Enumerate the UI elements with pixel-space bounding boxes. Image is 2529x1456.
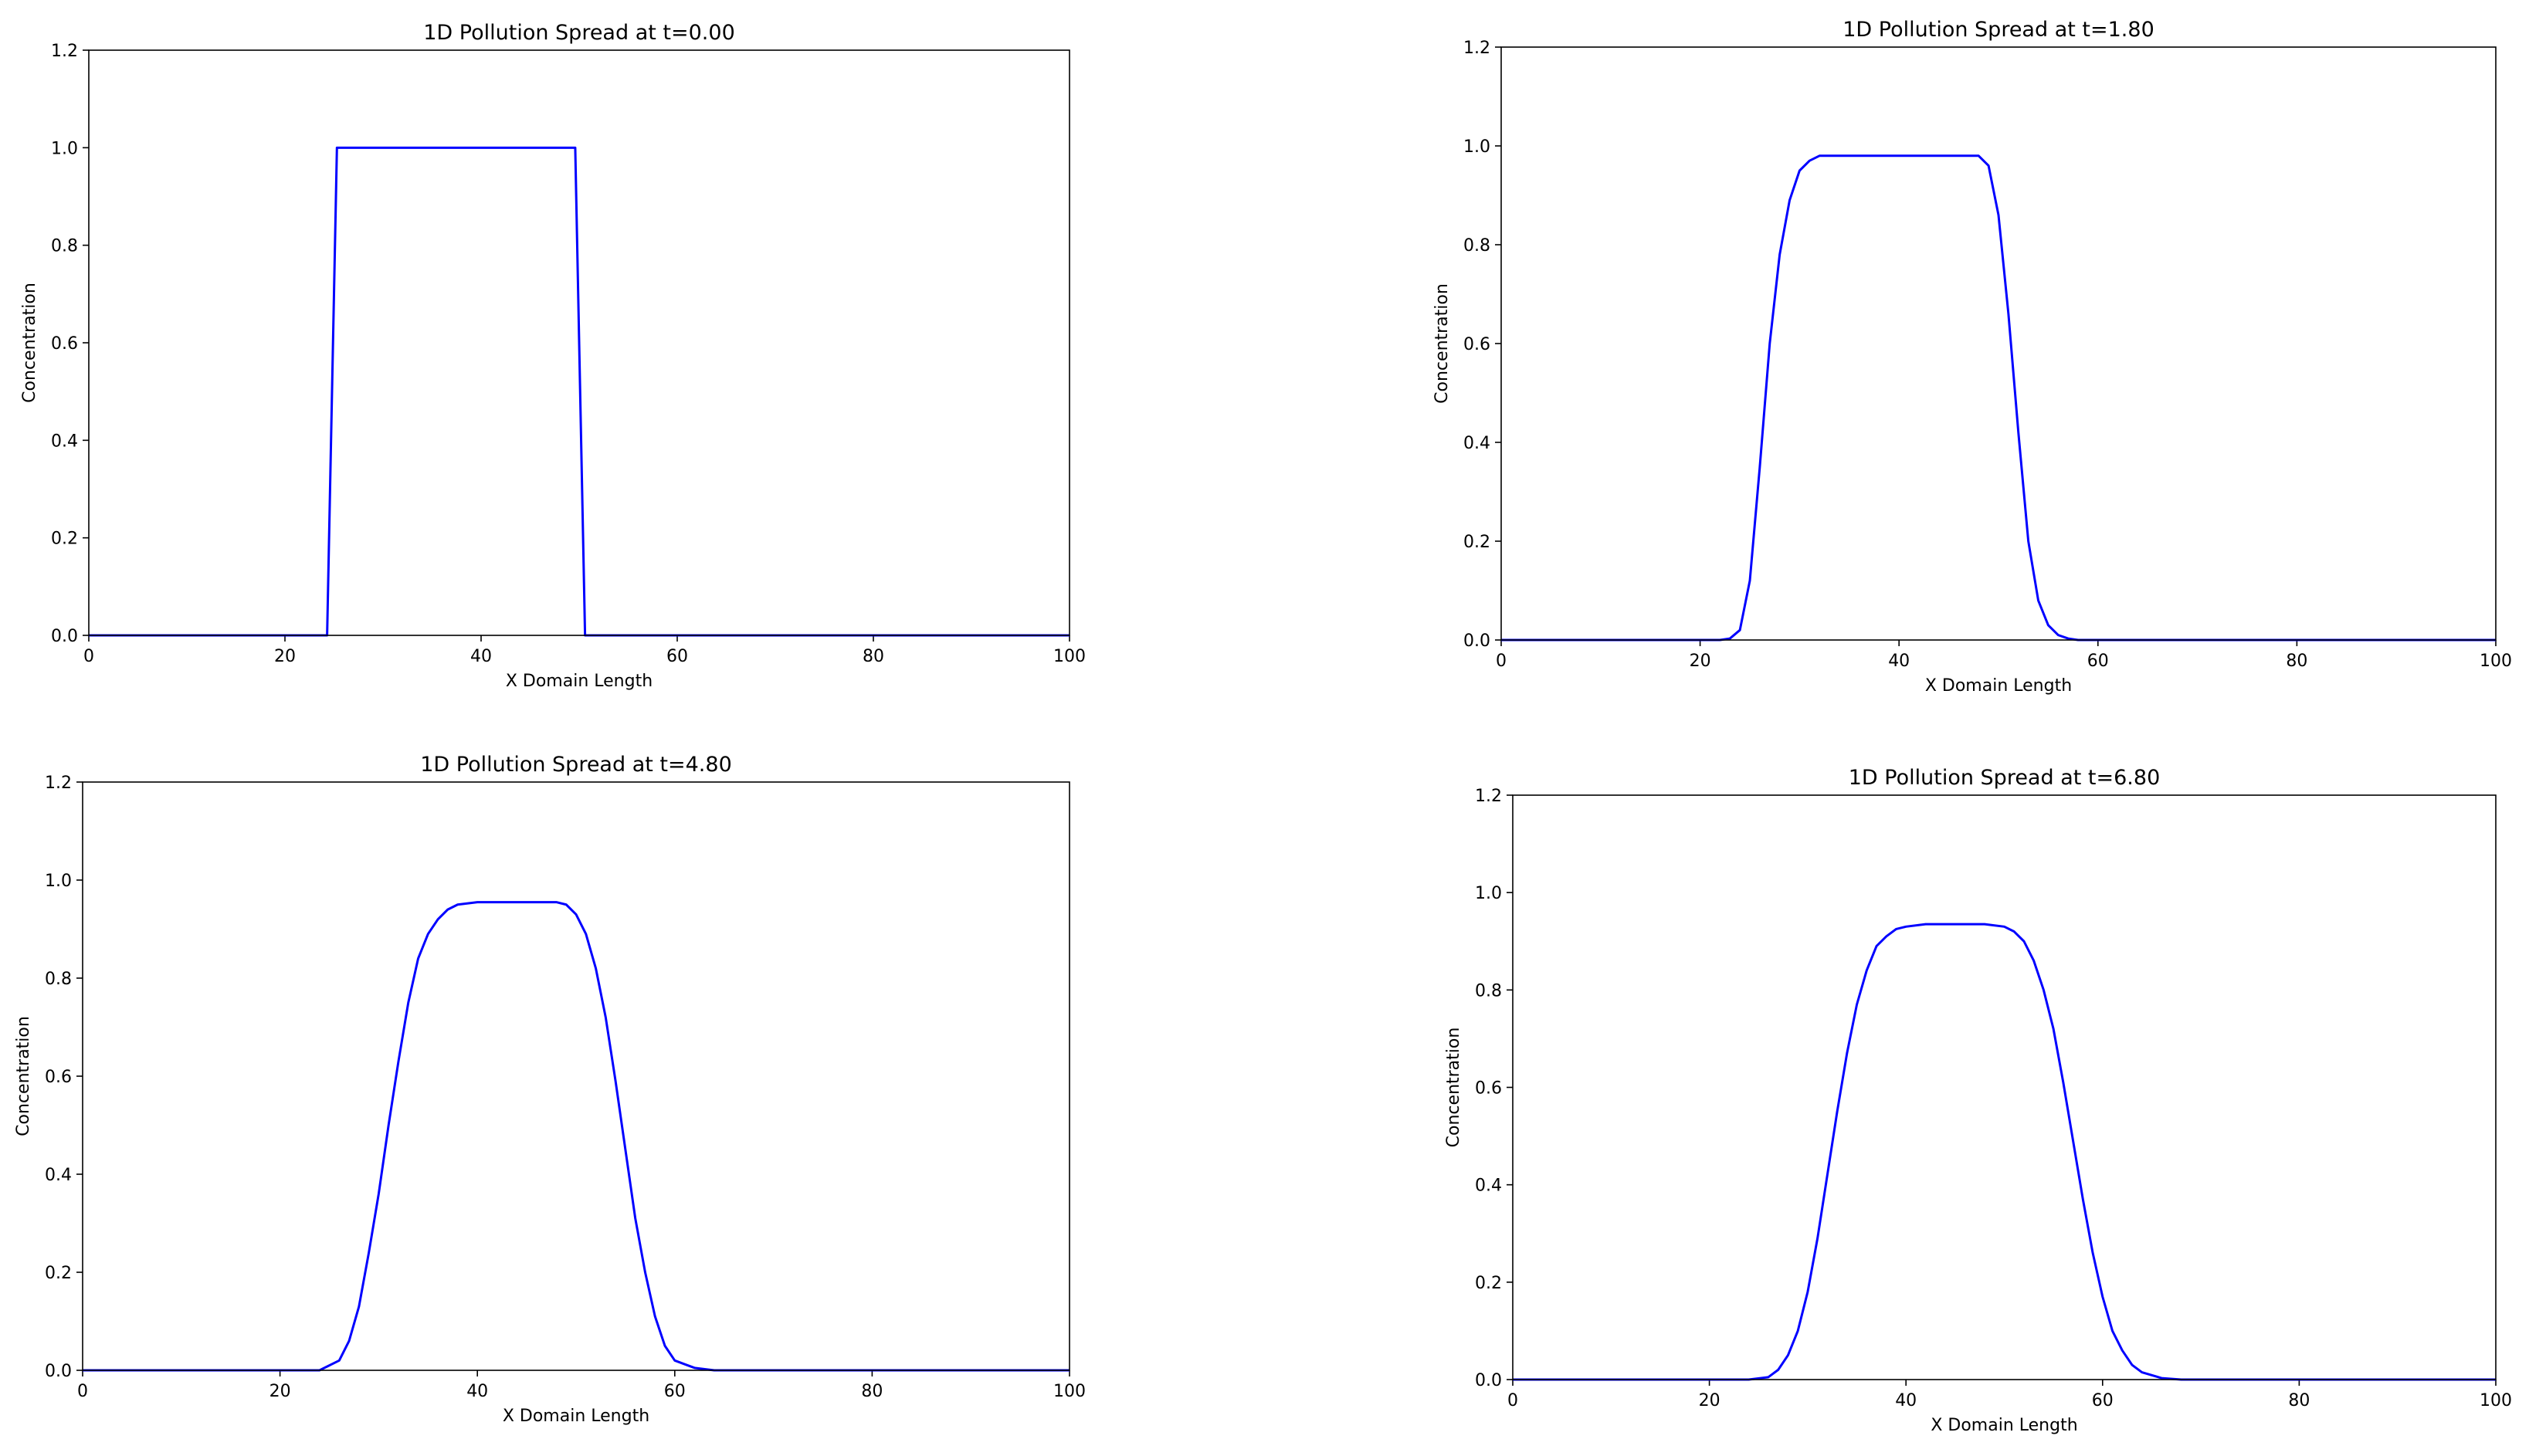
plot-frame — [82, 781, 1070, 1371]
x-tick-label: 80 — [861, 1382, 883, 1401]
y-tick-label: 0.6 — [1475, 1079, 1502, 1099]
x-tick-label: 20 — [270, 1382, 291, 1401]
x-axis-label: X Domain Length — [506, 672, 653, 691]
x-tick-label: 60 — [666, 647, 688, 666]
subplot: 1D Pollution Spread at t=1.80 0 20 40 60 80 10… — [1432, 18, 2512, 696]
x-tick-label: 100 — [2480, 652, 2512, 671]
x-tick-label: 20 — [1699, 1391, 1720, 1410]
x-axis-label: X Domain Length — [1931, 1416, 2077, 1435]
y-tick-label: 0.4 — [1475, 1177, 1502, 1196]
x-axis-label: X Domain Length — [1925, 676, 2072, 696]
y-tick-label: 0.0 — [1475, 1371, 1502, 1390]
y-tick-label: 1.0 — [1463, 137, 1490, 157]
y-tick-label: 0.2 — [1463, 533, 1490, 552]
y-tick-label: 0.4 — [51, 432, 78, 451]
x-tick-label: 0 — [83, 647, 94, 666]
y-axis-label: Concentration — [1444, 1028, 1463, 1148]
x-tick-label: 100 — [1053, 1382, 1086, 1401]
x-tick-label: 80 — [2286, 652, 2307, 671]
subplot: 1D Pollution Spread at t=6.80 0 20 40 60 80 10… — [1444, 766, 2512, 1435]
plot-frame — [88, 49, 1070, 636]
x-tick-label: 80 — [2288, 1391, 2310, 1410]
y-tick-label: 0.6 — [1463, 335, 1490, 354]
x-tick-label: 40 — [1888, 652, 1910, 671]
x-tick-label: 100 — [1053, 647, 1086, 666]
x-tick-label: 60 — [664, 1382, 686, 1401]
y-tick-label: 0.8 — [1475, 981, 1502, 1001]
x-tick-label: 40 — [466, 1382, 488, 1401]
y-tick-label: 0.0 — [45, 1362, 72, 1381]
x-axis-label: X Domain Length — [503, 1407, 649, 1426]
x-tick-label: 40 — [470, 647, 492, 666]
y-tick-label: 0.6 — [51, 334, 78, 354]
y-axis-label: Concentration — [14, 1016, 33, 1136]
y-tick-label: 0.2 — [1475, 1274, 1502, 1293]
y-axis-label: Concentration — [20, 283, 39, 403]
x-tick-label: 20 — [274, 647, 296, 666]
chart-title: 1D Pollution Spread at t=4.80 — [420, 753, 732, 777]
data-line — [1501, 154, 2496, 642]
y-tick-label: 0.0 — [51, 627, 78, 646]
x-tick-label: 80 — [863, 647, 884, 666]
x-tick-label: 60 — [2092, 1391, 2114, 1410]
y-tick-label: 1.2 — [1463, 39, 1490, 58]
subplot: 1D Pollution Spread at t=4.80 0 20 40 60 80 10… — [14, 753, 1086, 1426]
chart-title: 1D Pollution Spread at t=6.80 — [1849, 766, 2161, 790]
y-tick-label: 0.8 — [1463, 236, 1490, 256]
data-line — [89, 146, 1070, 637]
y-axis-label: Concentration — [1432, 283, 1452, 404]
chart-title: 1D Pollution Spread at t=0.00 — [423, 21, 735, 45]
x-tick-label: 0 — [1496, 652, 1507, 671]
y-tick-label: 0.8 — [51, 237, 78, 256]
y-tick-label: 0.0 — [1463, 631, 1490, 651]
y-tick-label: 1.0 — [45, 872, 72, 891]
y-tick-label: 1.0 — [51, 139, 78, 158]
y-tick-label: 1.2 — [45, 774, 72, 793]
y-tick-label: 0.2 — [51, 530, 78, 549]
data-line — [1513, 923, 2496, 1381]
x-tick-label: 0 — [77, 1382, 88, 1401]
x-tick-label: 0 — [1507, 1391, 1518, 1410]
y-tick-label: 0.2 — [45, 1264, 72, 1283]
subplot: 1D Pollution Spread at t=0.00 0 20 40 60 80 10… — [20, 21, 1086, 691]
y-tick-label: 1.0 — [1475, 884, 1502, 903]
y-tick-label: 1.2 — [51, 42, 78, 61]
y-tick-label: 0.4 — [1463, 434, 1490, 453]
x-tick-label: 40 — [1895, 1391, 1917, 1410]
x-tick-label: 100 — [2480, 1391, 2512, 1410]
plot-frame — [1512, 794, 2497, 1380]
x-tick-label: 60 — [2087, 652, 2109, 671]
chart-title: 1D Pollution Spread at t=1.80 — [1843, 18, 2154, 42]
plot-frame — [1500, 46, 2497, 641]
y-tick-label: 0.8 — [45, 970, 72, 989]
y-tick-label: 0.6 — [45, 1068, 72, 1087]
data-line — [83, 901, 1070, 1372]
y-tick-label: 1.2 — [1475, 787, 1502, 806]
y-tick-label: 0.4 — [45, 1166, 72, 1185]
x-tick-label: 20 — [1690, 652, 1711, 671]
